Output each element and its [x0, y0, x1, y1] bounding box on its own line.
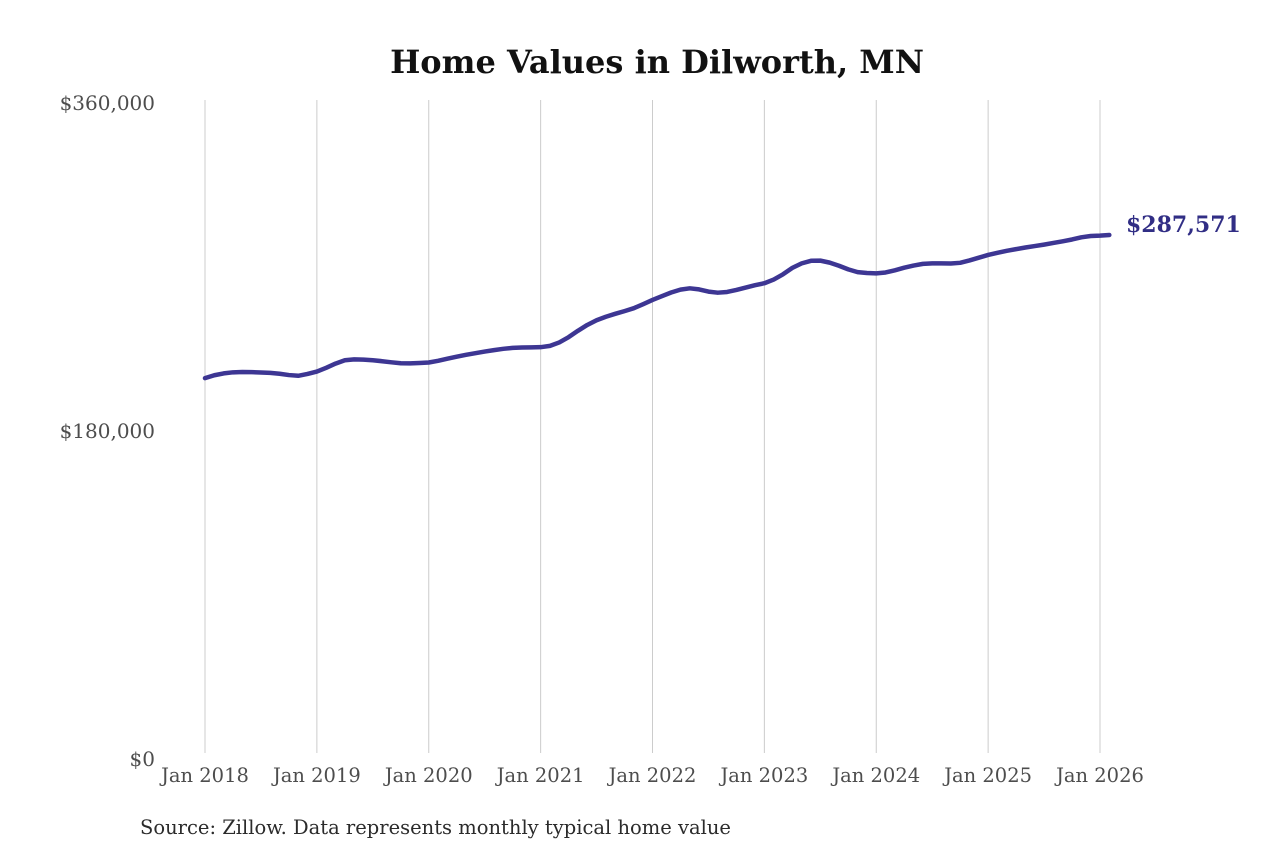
year-gridlines	[204, 100, 1101, 753]
latest-value-label: $287,571	[1126, 212, 1241, 238]
x-tick-label: Jan 2026	[1054, 764, 1144, 787]
home-value-line	[202, 232, 1112, 381]
x-tick-label: Jan 2025	[942, 764, 1032, 787]
y-tick-label: $180,000	[60, 419, 155, 443]
x-axis-tick-labels: Jan 2018 Jan 2019 Jan 2020 Jan 2021 Jan 2022…	[159, 764, 1144, 787]
x-tick-label: Jan 2018	[159, 764, 249, 787]
chart-title: Home Values in Dilworth, MN	[390, 43, 924, 81]
x-tick-label: Jan 2019	[271, 764, 361, 787]
y-tick-label: $0	[130, 747, 155, 771]
x-tick-label: Jan 2020	[383, 764, 473, 787]
x-tick-label: Jan 2023	[718, 764, 808, 787]
x-tick-label: Jan 2021	[495, 764, 585, 787]
y-tick-label: $360,000	[60, 91, 155, 115]
x-tick-label: Jan 2022	[607, 764, 697, 787]
y-axis-tick-labels: $0 $180,000 $360,000	[60, 91, 155, 771]
x-tick-label: Jan 2024	[830, 764, 920, 787]
source-note: Source: Zillow. Data represents monthly …	[140, 816, 731, 839]
